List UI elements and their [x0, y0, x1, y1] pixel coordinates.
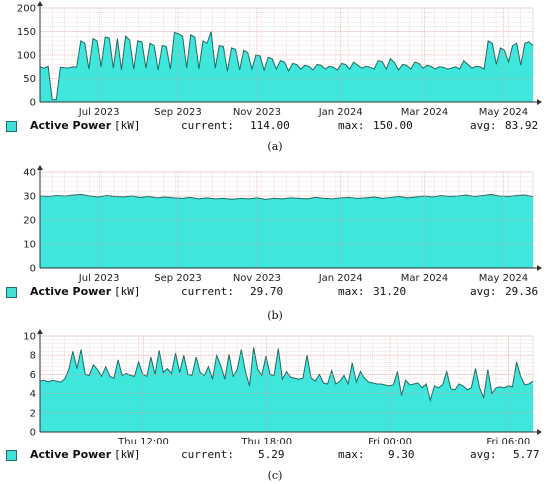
legend-max-value: 31.20 — [373, 285, 407, 298]
legend-swatch-a — [6, 121, 17, 132]
series-line — [39, 31, 534, 101]
legend-b: Active Power [kW] current: 29.70 max: 31… — [0, 285, 550, 301]
legend-avg-label: avg: — [470, 448, 497, 461]
x-tick-label: May 2024 — [479, 107, 528, 118]
legend-unit: [kW] — [114, 285, 141, 298]
legend-max-value: 9.30 — [388, 448, 415, 461]
legend-swatch-b — [6, 287, 17, 298]
y-tick-label: 40 — [23, 168, 36, 179]
y-tick-label: 100 — [17, 51, 36, 62]
y-axis-arrow — [37, 329, 43, 334]
y-tick-label: 10 — [23, 332, 36, 343]
caption-b: (b) — [267, 309, 283, 322]
legend-current-label: current: — [181, 119, 234, 132]
x-tick-label: Nov 2023 — [233, 107, 281, 118]
y-tick-label: 0 — [30, 264, 36, 275]
legend-avg-label: avg: — [470, 285, 497, 298]
chart-panel-a: 0 50 100 150 200 Jul 2023 Sep 2023 Nov 2023 Jan … — [0, 0, 550, 160]
y-tick-label: 50 — [23, 74, 36, 85]
legend-unit: [kW] — [114, 448, 141, 461]
x-tick-label: Sep 2023 — [154, 273, 201, 284]
x-tick-label: Nov 2023 — [233, 273, 281, 284]
y-tick-label: 150 — [17, 27, 36, 38]
caption-c: (c) — [267, 469, 283, 482]
x-axis-arrow — [537, 99, 542, 105]
x-tick-label: Sep 2023 — [154, 107, 201, 118]
y-tick-label: 8 — [30, 351, 36, 362]
y-axis-arrow — [37, 165, 43, 170]
x-tick-label: Thu 18:00 — [240, 437, 292, 444]
legend-c: Active Power [kW] current: 5.29 max: 9.3… — [0, 448, 550, 464]
legend-current-label: current: — [181, 285, 234, 298]
legend-max-value: 150.00 — [373, 119, 413, 132]
legend-current-label: current: — [181, 448, 234, 461]
x-tick-label: Mar 2024 — [401, 273, 449, 284]
legend-series-label: Active Power — [30, 285, 112, 298]
series-area — [40, 194, 533, 268]
series-area — [40, 347, 533, 432]
y-tick-label: 0 — [30, 98, 36, 109]
x-tick-label: Jul 2023 — [78, 107, 120, 118]
legend-unit: [kW] — [114, 119, 141, 132]
x-tick-label: Thu 12:00 — [117, 437, 169, 444]
series-line — [39, 347, 534, 403]
y-tick-label: 2 — [30, 408, 36, 419]
y-tick-label: 0 — [30, 428, 36, 439]
legend-max-label: max: — [338, 448, 365, 461]
y-tick-label: 20 — [23, 216, 36, 227]
legend-a: Active Power [kW] current: 114.00 max: 1… — [0, 119, 550, 135]
legend-avg-value: 83.92 — [505, 119, 539, 132]
x-tick-label: Jan 2024 — [318, 273, 363, 284]
chart-b-svg: 0 10 20 30 40 Jul 2023 Sep 2023 Nov 2023 Jan 202… — [23, 165, 542, 284]
x-axis-arrow — [537, 265, 542, 271]
chart-a-svg: 0 50 100 150 200 Jul 2023 Sep 2023 Nov 2023 Jan … — [17, 1, 542, 118]
chart-panel-b: 0 10 20 30 40 Jul 2023 Sep 2023 Nov 2023 Jan 202… — [0, 161, 550, 322]
caption-a: (a) — [267, 140, 283, 153]
legend-avg-value: 5.77 — [513, 448, 540, 461]
y-tick-label: 200 — [17, 4, 36, 15]
y-tick-label: 10 — [23, 240, 36, 251]
legend-avg-label: avg: — [470, 119, 497, 132]
chart-c-svg: 0 2 4 6 8 10 Thu 12:00 Thu 18:00 Fri 00:00 Fri 06… — [23, 329, 542, 444]
legend-series-label: Active Power — [30, 448, 112, 461]
x-axis-arrow — [537, 429, 542, 435]
x-tick-label: Jul 2023 — [78, 273, 120, 284]
legend-swatch-c — [6, 450, 17, 461]
x-tick-label: Mar 2024 — [401, 107, 449, 118]
legend-current-value: 29.70 — [250, 285, 284, 298]
legend-current-value: 114.00 — [250, 119, 290, 132]
legend-series-label: Active Power — [30, 119, 112, 132]
y-tick-label: 4 — [30, 389, 36, 400]
x-tick-label: Jan 2024 — [318, 107, 363, 118]
legend-max-label: max: — [338, 119, 365, 132]
y-tick-label: 30 — [23, 192, 36, 203]
series-line — [39, 194, 534, 200]
x-tick-label: Fri 06:00 — [486, 437, 530, 444]
chart-panel-c: 0 2 4 6 8 10 Thu 12:00 Thu 18:00 Fri 00:00 Fri 06… — [0, 326, 550, 484]
x-tick-label: Fri 00:00 — [368, 437, 412, 444]
legend-max-label: max: — [338, 285, 365, 298]
legend-current-value: 5.29 — [258, 448, 285, 461]
y-axis-arrow — [37, 1, 43, 6]
x-tick-label: May 2024 — [479, 273, 528, 284]
y-tick-label: 6 — [30, 370, 36, 381]
legend-avg-value: 29.36 — [505, 285, 539, 298]
